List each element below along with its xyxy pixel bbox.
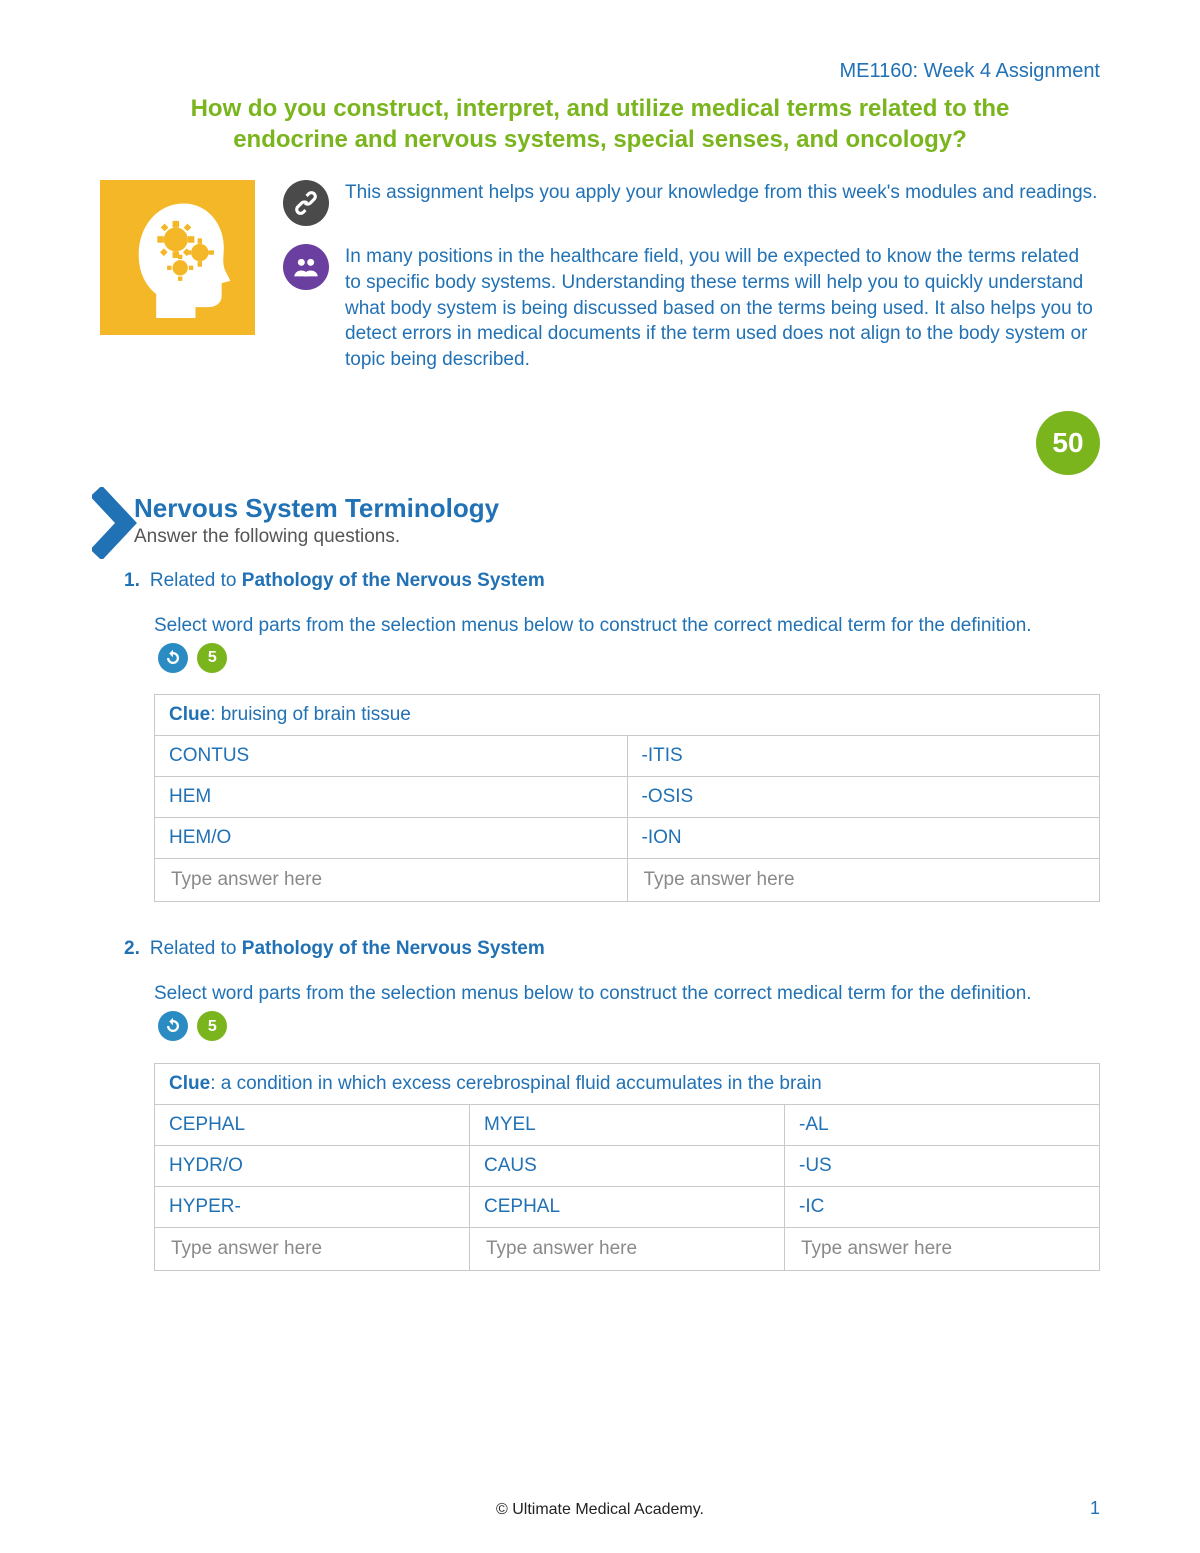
instruction-text: Select word parts from the selection men… <box>154 615 1032 636</box>
intro-paragraph-1: This assignment helps you apply your kno… <box>345 180 1097 206</box>
option-cell[interactable]: CAUS <box>470 1145 785 1186</box>
page-title: How do you construct, interpret, and uti… <box>190 93 1010 155</box>
answer-cell <box>785 1227 1100 1270</box>
word-parts-table: Clue: a condition in which excess cerebr… <box>154 1063 1100 1271</box>
answer-input[interactable] <box>169 1237 455 1261</box>
question-instruction: Select word parts from the selection men… <box>154 610 1100 675</box>
option-cell[interactable]: HYDR/O <box>155 1145 470 1186</box>
option-cell[interactable]: HEM/O <box>155 818 628 859</box>
clue-label: Clue <box>169 704 210 725</box>
footer-copyright: © Ultimate Medical Academy. <box>0 1501 1200 1519</box>
answer-input[interactable] <box>169 868 613 892</box>
option-cell[interactable]: CONTUS <box>155 736 628 777</box>
option-cell[interactable]: CEPHAL <box>470 1186 785 1227</box>
option-cell[interactable]: -OSIS <box>627 777 1100 818</box>
link-icon <box>283 180 329 226</box>
refresh-icon[interactable] <box>158 1011 188 1041</box>
intro-row: This assignment helps you apply your kno… <box>100 180 1100 390</box>
question-prefix: Related to <box>150 570 242 591</box>
question-instruction: Select word parts from the selection men… <box>154 978 1100 1043</box>
answer-input[interactable] <box>484 1237 770 1261</box>
question-topic: Pathology of the Nervous System <box>242 938 545 959</box>
clue-label: Clue <box>169 1073 210 1094</box>
option-cell[interactable]: HYPER- <box>155 1186 470 1227</box>
word-parts-table: Clue: bruising of brain tissue CONTUS-IT… <box>154 694 1100 902</box>
answer-cell <box>155 1227 470 1270</box>
question-title: Related to Pathology of the Nervous Syst… <box>150 938 545 960</box>
people-icon <box>283 244 329 290</box>
option-cell[interactable]: CEPHAL <box>155 1104 470 1145</box>
answer-cell <box>155 859 628 902</box>
question-topic: Pathology of the Nervous System <box>242 570 545 591</box>
question-number: 2. <box>124 938 140 960</box>
answer-input[interactable] <box>642 868 1086 892</box>
option-cell[interactable]: HEM <box>155 777 628 818</box>
question-number: 1. <box>124 570 140 592</box>
section-title: Nervous System Terminology <box>134 493 1100 524</box>
points-badge: 5 <box>197 1011 227 1041</box>
clue-cell: Clue: a condition in which excess cerebr… <box>155 1063 1100 1104</box>
answer-input[interactable] <box>799 1237 1085 1261</box>
option-cell[interactable]: -AL <box>785 1104 1100 1145</box>
clue-text: : a condition in which excess cerebrospi… <box>210 1073 822 1094</box>
option-cell[interactable]: -ITIS <box>627 736 1100 777</box>
answer-cell <box>627 859 1100 902</box>
intro-paragraph-2: In many positions in the healthcare fiel… <box>345 244 1100 372</box>
option-cell[interactable]: MYEL <box>470 1104 785 1145</box>
option-cell[interactable]: -IC <box>785 1186 1100 1227</box>
question-2: 2. Related to Pathology of the Nervous S… <box>124 938 1100 1271</box>
refresh-icon[interactable] <box>158 643 188 673</box>
brain-gears-icon <box>100 180 255 335</box>
question-1: 1. Related to Pathology of the Nervous S… <box>124 570 1100 903</box>
answer-cell <box>470 1227 785 1270</box>
assignment-header: ME1160: Week 4 Assignment <box>100 60 1100 83</box>
clue-text: : bruising of brain tissue <box>210 704 411 725</box>
page-number: 1 <box>1090 1498 1100 1519</box>
clue-cell: Clue: bruising of brain tissue <box>155 695 1100 736</box>
option-cell[interactable]: -US <box>785 1145 1100 1186</box>
section-heading: Nervous System Terminology Answer the fo… <box>100 493 1100 548</box>
instruction-text: Select word parts from the selection men… <box>154 983 1032 1004</box>
section-subtitle: Answer the following questions. <box>134 526 1100 548</box>
total-points-badge: 50 <box>1036 411 1100 475</box>
question-prefix: Related to <box>150 938 242 959</box>
points-badge: 5 <box>197 643 227 673</box>
question-title: Related to Pathology of the Nervous Syst… <box>150 570 545 592</box>
option-cell[interactable]: -ION <box>627 818 1100 859</box>
